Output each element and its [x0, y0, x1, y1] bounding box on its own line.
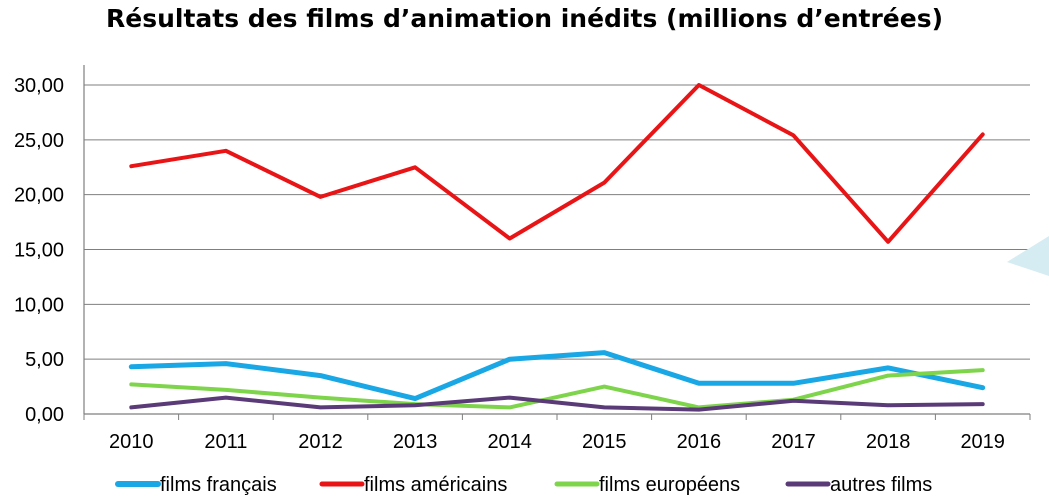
x-tick-label: 2019	[960, 431, 1005, 453]
legend: films français films américains films euro…	[115, 474, 932, 496]
chart-title: Résultats des films d’animation inédits …	[106, 4, 943, 33]
y-tick-label: 30,00	[14, 75, 64, 97]
y-tick-label: 15,00	[14, 240, 64, 262]
legend-label: films français	[160, 474, 277, 496]
axes	[83, 65, 1031, 420]
x-tick-labels: 2010 2011 2012 2013 2014 2015 2016 2017 2018 2019	[109, 431, 1005, 453]
series-line-2	[129, 83, 985, 244]
series-line-1	[128, 350, 986, 402]
y-tick-labels: 0,00 5,00 10,00 15,00 20,00 25,00 30,00	[14, 75, 64, 426]
series-line-4	[129, 395, 985, 412]
y-tick-label: 20,00	[14, 185, 64, 207]
series-line-3	[129, 368, 985, 410]
legend-label: films américains	[364, 474, 507, 496]
x-tick-label: 2014	[487, 431, 532, 453]
y-tick-label: 25,00	[14, 130, 64, 152]
x-tick-label: 2010	[109, 431, 154, 453]
x-tick-label: 2012	[298, 431, 343, 453]
decorative-shape	[1007, 236, 1049, 276]
x-tick-label: 2015	[582, 431, 627, 453]
legend-label: autres films	[830, 474, 932, 496]
x-tick-label: 2013	[393, 431, 438, 453]
series-lines	[128, 83, 986, 412]
x-tick-label: 2011	[204, 431, 247, 453]
legend-label: films européens	[599, 474, 740, 496]
x-tick-label: 2016	[677, 431, 722, 453]
y-tick-label: 10,00	[14, 294, 64, 316]
y-tick-label: 0,00	[25, 404, 64, 426]
grid-lines	[84, 84, 1030, 360]
y-tick-label: 5,00	[25, 349, 64, 371]
x-tick-label: 2017	[771, 431, 816, 453]
x-tick-label: 2018	[866, 431, 911, 453]
